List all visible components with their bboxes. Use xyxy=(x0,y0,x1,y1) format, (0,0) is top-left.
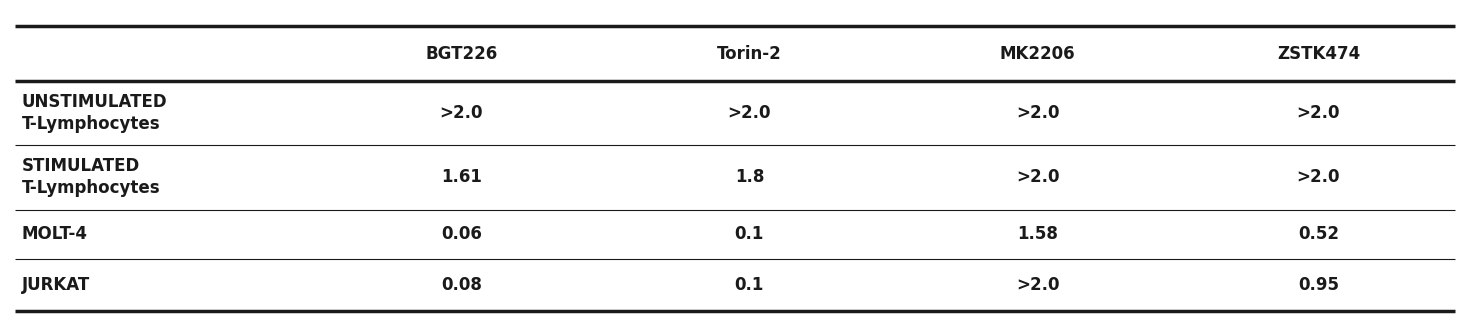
Text: >2.0: >2.0 xyxy=(1297,104,1341,122)
Text: 1.61: 1.61 xyxy=(441,168,482,186)
Text: JURKAT: JURKAT xyxy=(22,276,90,294)
Text: 0.08: 0.08 xyxy=(441,276,482,294)
Text: >2.0: >2.0 xyxy=(1297,168,1341,186)
Text: UNSTIMULATED
T-Lymphocytes: UNSTIMULATED T-Lymphocytes xyxy=(22,93,168,133)
Text: 1.58: 1.58 xyxy=(1017,225,1058,243)
Text: MOLT-4: MOLT-4 xyxy=(22,225,88,243)
Text: 0.1: 0.1 xyxy=(735,225,764,243)
Text: >2.0: >2.0 xyxy=(1016,168,1060,186)
Text: 0.52: 0.52 xyxy=(1298,225,1339,243)
Text: >2.0: >2.0 xyxy=(1016,104,1060,122)
Text: 1.8: 1.8 xyxy=(735,168,764,186)
Text: >2.0: >2.0 xyxy=(440,104,484,122)
Text: >2.0: >2.0 xyxy=(1016,276,1060,294)
Text: ZSTK474: ZSTK474 xyxy=(1277,45,1360,63)
Text: Torin-2: Torin-2 xyxy=(717,45,782,63)
Text: MK2206: MK2206 xyxy=(1000,45,1076,63)
Text: >2.0: >2.0 xyxy=(728,104,772,122)
Text: BGT226: BGT226 xyxy=(425,45,497,63)
Text: 0.95: 0.95 xyxy=(1298,276,1339,294)
Text: 0.06: 0.06 xyxy=(441,225,482,243)
Text: 0.1: 0.1 xyxy=(735,276,764,294)
Text: STIMULATED
T-Lymphocytes: STIMULATED T-Lymphocytes xyxy=(22,157,160,198)
